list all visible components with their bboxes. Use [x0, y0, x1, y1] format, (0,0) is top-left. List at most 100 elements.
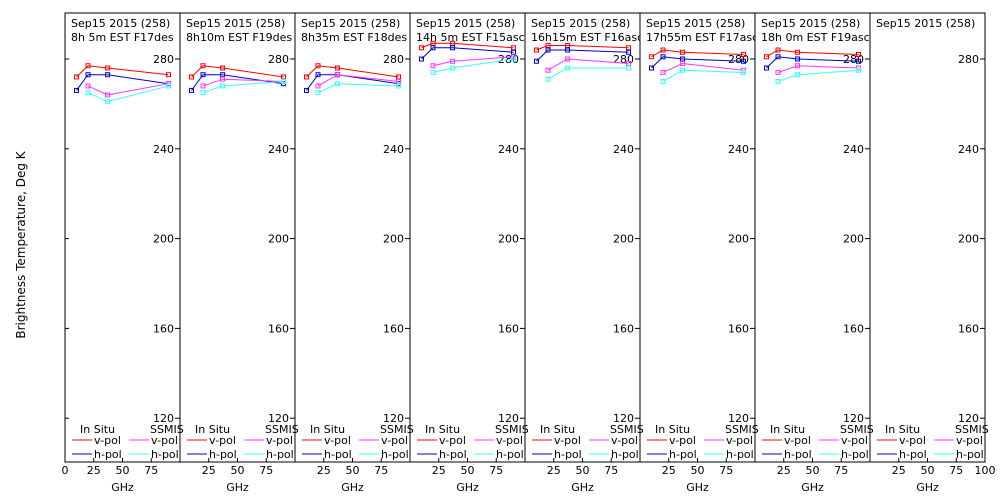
legend-insitu-title: In Situ [80, 423, 115, 436]
ssmis-h-point [315, 90, 321, 96]
panel-8: Sep15 2015 (258) 120 160 200 240 280 25 50 75 100… [869, 12, 996, 494]
legend-ssmis-title: SSMIS [725, 423, 759, 436]
ssmis-h-point [166, 83, 171, 89]
y-tick-label: 200 [153, 233, 174, 246]
legend-insitu-h-label: h-pol [209, 448, 237, 461]
ssmis-h-line [547, 67, 629, 80]
y-axis-label: Brightness Temperature, Deg K [14, 150, 28, 338]
y-tick-label: 280 [153, 53, 174, 66]
ssmis-h-point [281, 78, 286, 84]
insitu-h-point [856, 58, 861, 64]
x-tick-label: 25 [547, 464, 561, 477]
ssmis-h-line [87, 85, 169, 103]
legend-insitu-v-label: v-pol [669, 434, 696, 447]
y-tick-label: 240 [843, 143, 864, 156]
ssmis-v-point [450, 58, 456, 64]
ssmis-v-line [777, 65, 859, 73]
panel-title: Sep15 2015 (258) [876, 17, 975, 30]
legend-ssmis-title: SSMIS [955, 423, 989, 436]
y-tick-label: 240 [613, 143, 634, 156]
x-tick-label: 50 [691, 464, 705, 477]
insitu-h-line [191, 74, 284, 91]
panel-title: Sep15 2015 (258)8h 5m EST F17des [71, 17, 174, 43]
y-tick-label: 280 [268, 53, 289, 66]
ssmis-h-point [660, 78, 666, 84]
x-tick-label: 50 [806, 464, 820, 477]
legend-ssmis-h-label: h-pol [956, 448, 984, 461]
insitu-v-point [419, 45, 424, 51]
panel-title: Sep15 2015 (258)14h 5m EST F15asc [416, 17, 525, 44]
legend-ssmis-v-label: v-pol [841, 434, 868, 447]
ssmis-h-point [220, 83, 226, 89]
x-tick-label: 25 [317, 464, 331, 477]
panel-2: Sep15 2015 (258)8h10m EST F19des 120 160 20… [179, 12, 299, 494]
ssmis-v-line [662, 62, 744, 73]
panel-title: Sep15 2015 (258)8h35m EST F18des [301, 17, 407, 43]
x-tick-label: 50 [576, 464, 590, 477]
ssmis-h-line [202, 80, 284, 94]
y-tick-label: 200 [613, 233, 634, 246]
ssmis-h-point [200, 90, 206, 96]
legend-ssmis-v-label: v-pol [956, 434, 983, 447]
legend-ssmis-title: SSMIS [610, 423, 644, 436]
x-tick-label: 50 [461, 464, 475, 477]
y-tick-label: 160 [153, 322, 174, 335]
insitu-h-point [74, 87, 79, 93]
insitu-v-line [536, 45, 629, 51]
insitu-v-point [764, 54, 769, 60]
legend-insitu-title: In Situ [310, 423, 345, 436]
y-tick-label: 160 [843, 322, 864, 335]
ssmis-h-point [105, 99, 111, 105]
x-tick-label: 100 [975, 464, 996, 477]
ssmis-h-point [450, 65, 456, 71]
x-tick-label: 25 [87, 464, 101, 477]
x-tick-label: 75 [719, 464, 733, 477]
insitu-h-point [304, 87, 309, 93]
insitu-v-line [651, 49, 744, 58]
legend-insitu-title: In Situ [540, 423, 575, 436]
ssmis-v-point [335, 72, 341, 78]
legend-ssmis-v-label: v-pol [726, 434, 753, 447]
x-axis-label: GHz [111, 481, 134, 494]
insitu-h-line [421, 47, 514, 60]
ssmis-v-point [85, 83, 91, 89]
panel-date: Sep15 2015 (258) [186, 17, 285, 30]
y-tick-label: 120 [383, 412, 404, 425]
panel-time: 17h55m EST F17asc [646, 31, 758, 44]
panel-title: Sep15 2015 (258)16h15m EST F16asc [531, 17, 640, 43]
ssmis-v-line [317, 74, 399, 87]
y-tick-label: 160 [498, 322, 519, 335]
ssmis-h-point [795, 72, 801, 78]
insitu-v-point [741, 52, 746, 58]
legend-insitu-v-label: v-pol [784, 434, 811, 447]
y-tick-label: 200 [958, 233, 979, 246]
insitu-h-point [545, 47, 551, 53]
x-tick-label: 25 [432, 464, 446, 477]
panel-date: Sep15 2015 (258) [416, 17, 515, 30]
panel-date: Sep15 2015 (258) [71, 17, 170, 30]
legend-insitu-title: In Situ [425, 423, 460, 436]
ssmis-h-line [662, 69, 744, 82]
insitu-h-point [419, 56, 424, 62]
legend-ssmis-v-label: v-pol [151, 434, 178, 447]
legend-ssmis-h-label: h-pol [611, 448, 639, 461]
legend-insitu-h-label: h-pol [94, 448, 122, 461]
panel-date: Sep15 2015 (258) [761, 17, 860, 30]
y-tick-label: 200 [498, 233, 519, 246]
x-tick-label: 75 [489, 464, 503, 477]
legend-insitu-v-label: v-pol [324, 434, 351, 447]
panel-time: 14h 5m EST F15asc [416, 31, 525, 44]
ssmis-h-point [335, 81, 341, 87]
legend-insitu-v-label: v-pol [554, 434, 581, 447]
insitu-h-point [450, 45, 456, 51]
legend-insitu-title: In Situ [770, 423, 805, 436]
legend-insitu-v-label: v-pol [94, 434, 121, 447]
insitu-h-point [189, 87, 194, 93]
insitu-h-line [651, 56, 744, 69]
y-tick-label: 120 [153, 412, 174, 425]
insitu-v-point [105, 65, 111, 71]
insitu-h-point [626, 49, 631, 55]
y-tick-label: 240 [153, 143, 174, 156]
x-axis-label: GHz [801, 481, 824, 494]
